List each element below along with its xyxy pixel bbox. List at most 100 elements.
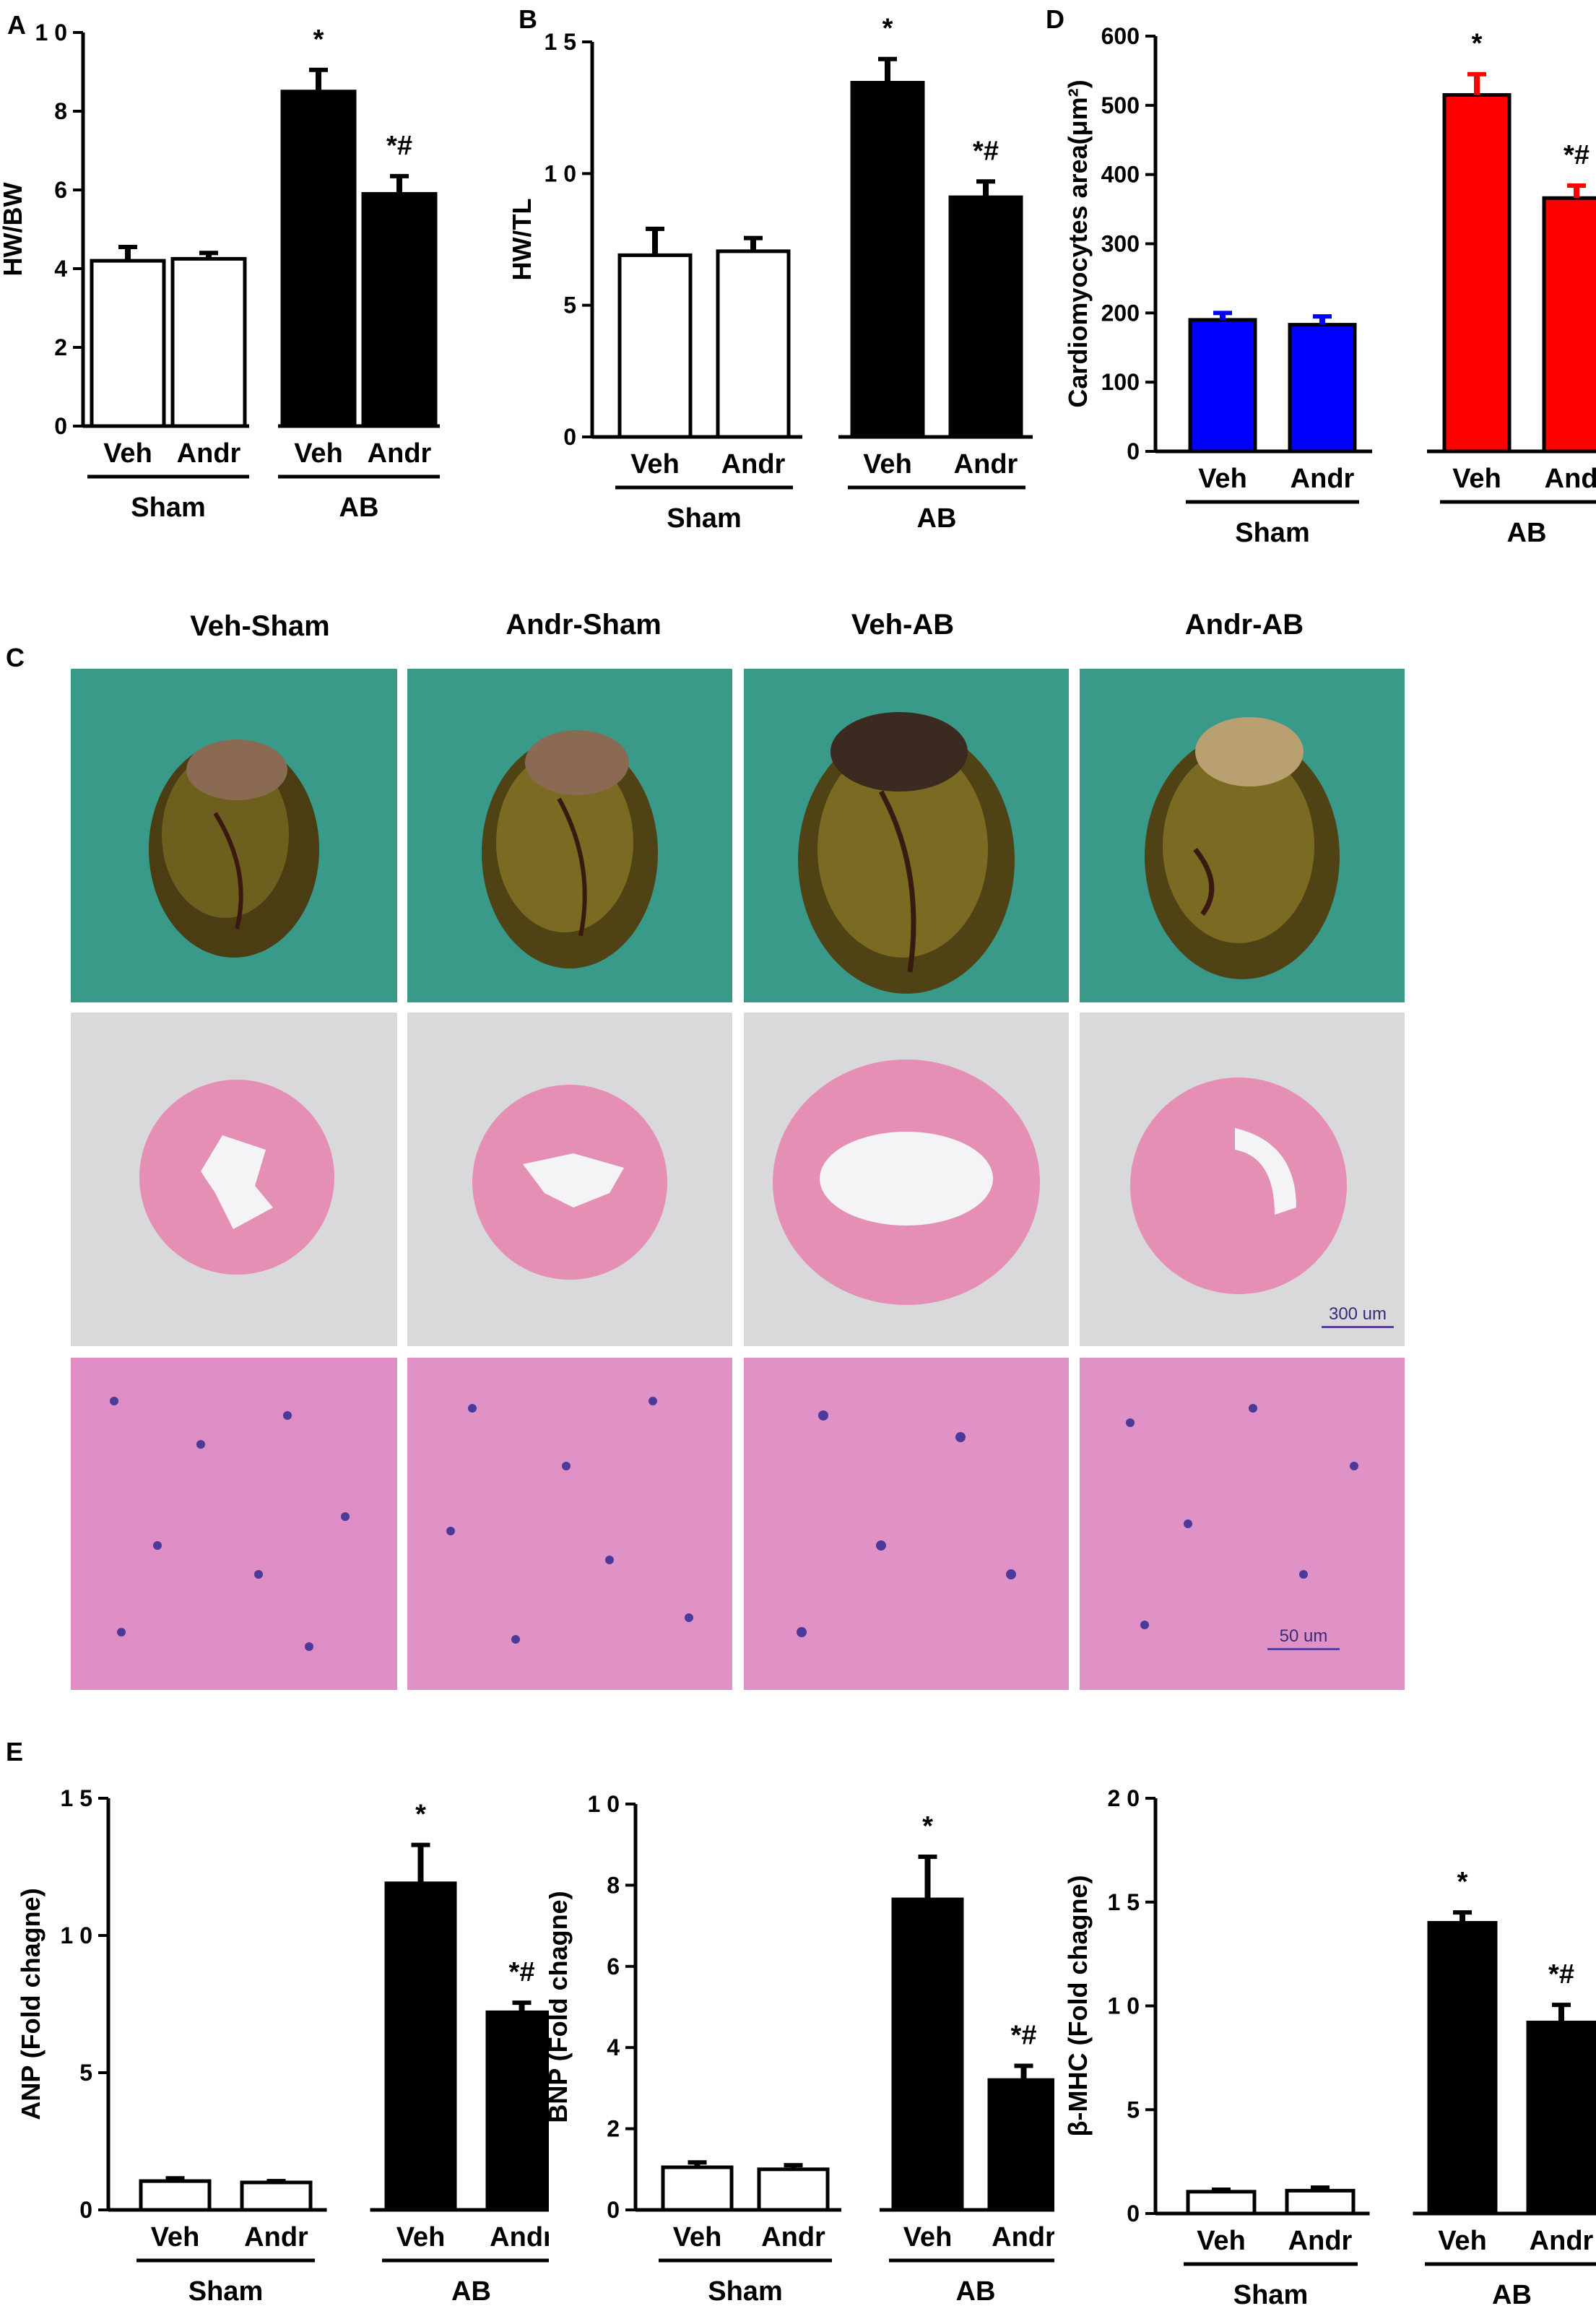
- y-tick-label: 100: [1101, 369, 1140, 395]
- bar: [1186, 2190, 1257, 2216]
- chart-hw-tl: 0 5 1 0 1 5 HW/TL * *# Veh Andr Veh Andr Sham AB: [513, 14, 1033, 534]
- bar: [948, 195, 1023, 439]
- y-axis-label: HW/TL: [513, 199, 537, 281]
- he-high-veh-ab: [744, 1358, 1069, 1690]
- y-tick-label: 600: [1101, 23, 1140, 49]
- y-tick-label: 4: [54, 256, 67, 282]
- bar: [987, 2078, 1054, 2212]
- y-tick-label: 5: [563, 292, 576, 318]
- heart-photo-andr-sham: [407, 669, 732, 1002]
- x-tick-label: Andr: [368, 438, 432, 469]
- group-label: AB: [451, 2276, 491, 2307]
- group-label: AB: [1507, 518, 1547, 548]
- y-tick-label: 0: [1127, 2201, 1140, 2227]
- significance-mark: *: [882, 14, 893, 44]
- heart-photo-andr-ab: [1080, 669, 1405, 1002]
- chart-beta-mhc: 0 5 1 0 1 5 2 0 β-MHC (Fold chagne) * *# Veh Andr…: [1063, 1785, 1596, 2310]
- bar: [1542, 196, 1596, 454]
- y-tick-label: 2: [607, 2116, 620, 2142]
- bar: [90, 259, 166, 428]
- he-high-veh-sham: [71, 1358, 397, 1690]
- chart-anp: 0 5 1 0 1 5 ANP (Fold chagne) * *# Veh Andr Veh An…: [16, 1785, 549, 2307]
- heart-photo-veh-ab: [744, 669, 1069, 1002]
- panel-letter-e: E: [6, 1737, 24, 1766]
- chart-bnp: 0 2 4 6 8 1 0 BNP (Fold chagne) * *# Veh Andr Veh An…: [549, 1791, 1054, 2307]
- bar: [1526, 2021, 1596, 2216]
- y-tick-label: 0: [1127, 438, 1140, 464]
- y-tick-label: 500: [1101, 92, 1140, 118]
- x-tick-label: Veh: [396, 2222, 446, 2253]
- significance-mark: *: [415, 1800, 426, 1830]
- y-axis-label: HW/BW: [0, 183, 27, 277]
- y-axis-label: BNP (Fold chagne): [549, 1891, 573, 2123]
- he-high-andr-ab: [1080, 1358, 1405, 1690]
- x-tick-label: Veh: [673, 2222, 722, 2253]
- group-label: Sham: [131, 493, 205, 523]
- scale-bar-300um-line: [1322, 1326, 1394, 1328]
- x-tick-label: Andr: [761, 2222, 825, 2253]
- chart-cardiomyocyte-area: 0 100 200 300 400 500 600 Cardiomyocytes area(μ…: [1063, 23, 1596, 548]
- column-title-andr-ab: Andr-AB: [1184, 609, 1304, 641]
- y-tick-label: 1 5: [1108, 1889, 1140, 1915]
- significance-mark: *#: [973, 136, 999, 166]
- bar: [757, 2167, 830, 2212]
- y-tick-label: 1 5: [61, 1785, 92, 1811]
- bar: [1427, 1921, 1498, 2216]
- x-tick-label: Andr: [721, 449, 786, 480]
- y-axis-label: ANP (Fold chagne): [16, 1888, 45, 2120]
- significance-mark: *: [922, 1811, 933, 1842]
- y-tick-label: 200: [1101, 300, 1140, 326]
- scale-bar-50um-label: 50 um: [1279, 1626, 1328, 1646]
- y-tick-label: 300: [1101, 231, 1140, 257]
- bar: [1442, 92, 1512, 454]
- y-tick-label: 1 0: [61, 1922, 92, 1948]
- y-tick-label: 0: [54, 413, 67, 439]
- bar: [1288, 323, 1357, 454]
- bar: [139, 2179, 212, 2212]
- y-axis-label: β-MHC (Fold chagne): [1063, 1876, 1093, 2137]
- group-label: AB: [917, 503, 957, 534]
- y-tick-label: 8: [54, 98, 67, 124]
- panel-letter-d: D: [1046, 4, 1064, 34]
- he-section-andr-ab: [1080, 1013, 1405, 1346]
- y-tick-label: 1 0: [35, 19, 67, 45]
- y-tick-label: 0: [607, 2197, 620, 2223]
- x-tick-label: Veh: [630, 449, 680, 480]
- y-tick-label: 1 0: [545, 160, 576, 186]
- group-label: Sham: [708, 2276, 782, 2307]
- group-label: Sham: [1233, 2280, 1308, 2310]
- significance-mark: *#: [509, 1957, 535, 1987]
- group-label: Sham: [667, 503, 741, 534]
- bar: [891, 1897, 964, 2212]
- x-tick-label: Andr: [992, 2222, 1054, 2253]
- bar: [1285, 2188, 1356, 2216]
- bar: [485, 2010, 549, 2212]
- y-tick-label: 1 5: [545, 29, 576, 55]
- y-tick-label: 6: [54, 177, 67, 203]
- x-tick-label: Veh: [151, 2222, 200, 2253]
- significance-mark: *: [313, 25, 324, 55]
- y-tick-label: 1 0: [588, 1791, 620, 1817]
- group-label: Sham: [188, 2276, 263, 2307]
- x-tick-label: Veh: [103, 438, 152, 469]
- y-tick-label: 2 0: [1108, 1785, 1140, 1811]
- significance-mark: *#: [1011, 2020, 1037, 2050]
- y-tick-label: 5: [79, 2060, 92, 2086]
- bar: [716, 249, 791, 439]
- bar: [384, 1881, 457, 2212]
- scale-bar-300um: 300 um: [1322, 1304, 1394, 1328]
- he-section-andr-sham: [407, 1013, 732, 1346]
- bar: [850, 81, 925, 439]
- he-section-veh-ab: [744, 1013, 1069, 1346]
- significance-mark: *: [1457, 1867, 1468, 1897]
- bar: [661, 2165, 734, 2212]
- x-tick-label: Veh: [1198, 464, 1247, 494]
- y-tick-label: 0: [79, 2197, 92, 2223]
- significance-mark: *#: [1548, 1959, 1574, 1990]
- group-label: AB: [339, 493, 379, 523]
- y-tick-label: 4: [607, 2034, 620, 2060]
- significance-mark: *: [1472, 29, 1483, 59]
- y-tick-label: 2: [54, 334, 67, 360]
- x-tick-label: Andr: [490, 2222, 549, 2253]
- x-tick-label: Andr: [1530, 2226, 1594, 2256]
